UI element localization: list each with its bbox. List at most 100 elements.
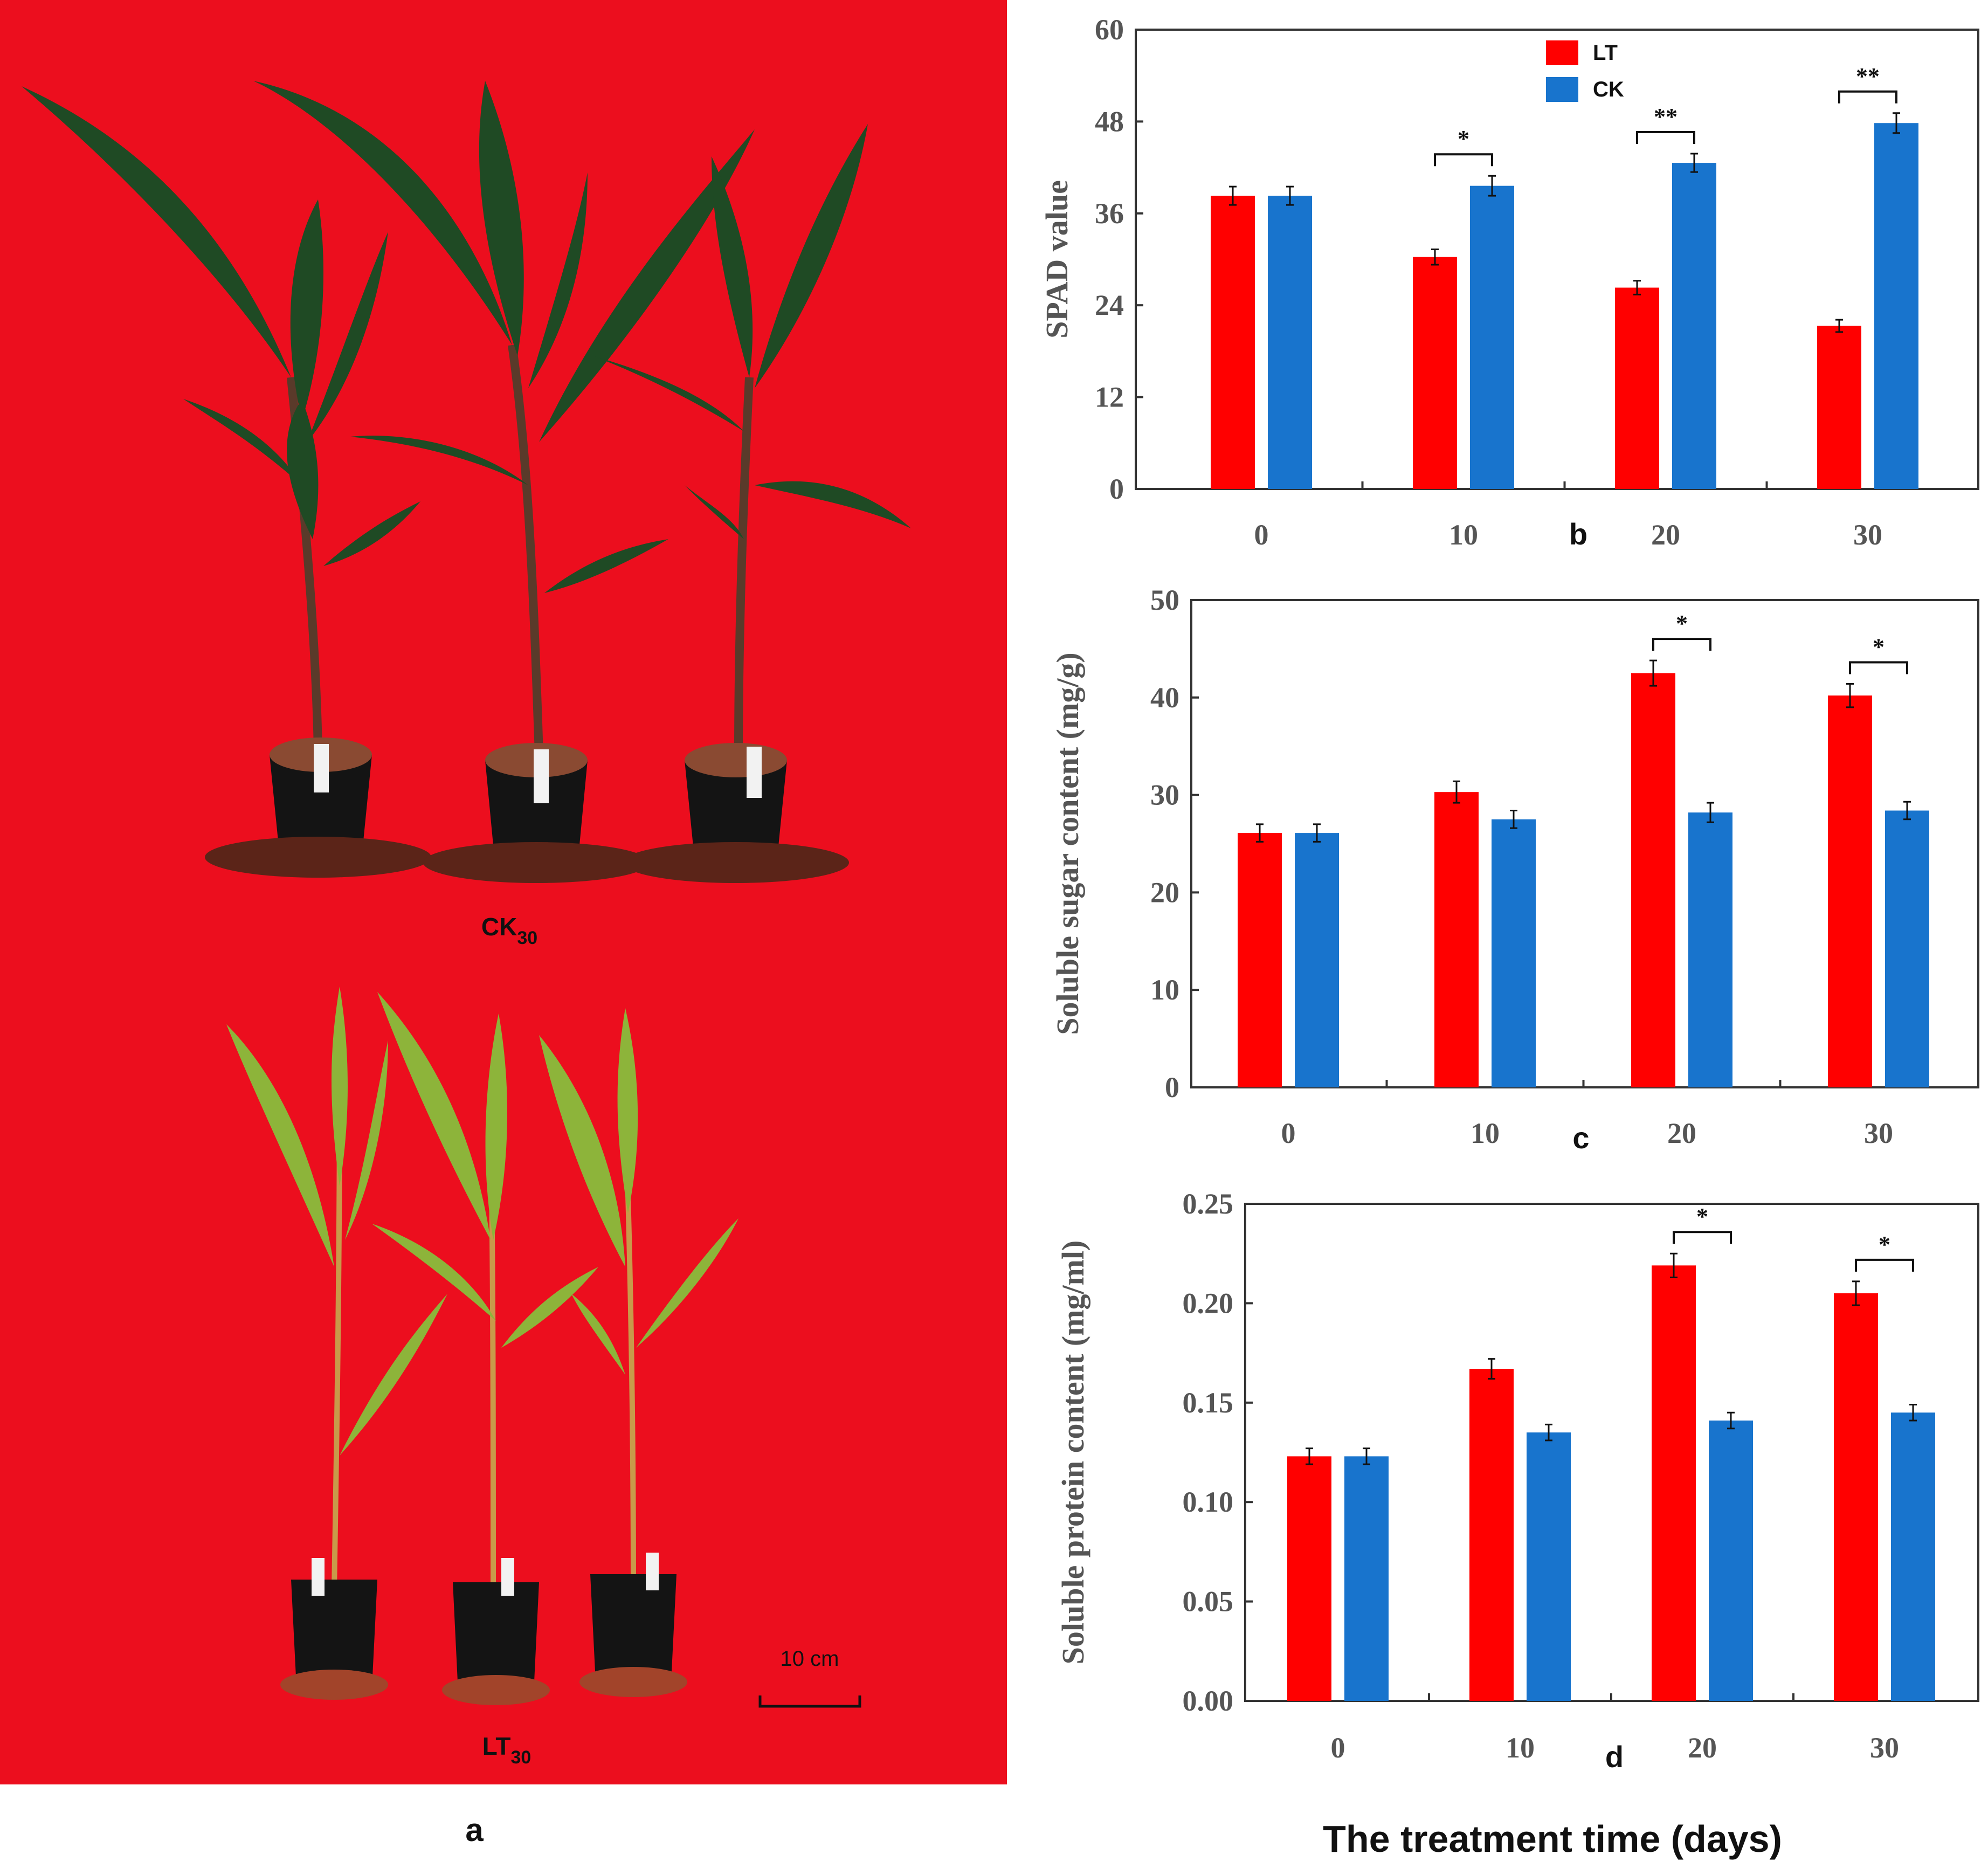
bar-ck-c-0	[1295, 833, 1339, 1087]
y-tick-label-d: 0.25	[1183, 1188, 1234, 1220]
significance-bracket-d-30	[1855, 1258, 1914, 1272]
y-tick-label-c: 0	[1165, 1071, 1179, 1104]
ck30-plants	[22, 81, 911, 883]
bar-lt-c-10	[1434, 792, 1479, 1087]
y-axis-title-b: SPAD value	[1039, 180, 1074, 339]
y-tick-label-c: 20	[1150, 876, 1179, 908]
bar-ck-b-0	[1268, 196, 1312, 489]
panel-a-photo: 10 cm CK30 LT30 a	[0, 0, 1007, 1848]
error-bar-ck-b-0	[1286, 185, 1294, 206]
x-tick-label-b: 30	[1853, 519, 1882, 551]
x-tick-label-b: 10	[1449, 519, 1478, 551]
error-bar-lt-b-20	[1633, 280, 1641, 295]
bar-lt-c-20	[1631, 673, 1675, 1087]
bar-lt-d-0	[1287, 1456, 1331, 1701]
y-tick-label-d: 0.05	[1183, 1586, 1234, 1618]
bar-lt-d-10	[1469, 1369, 1514, 1701]
y-tick-label-d: 0.10	[1183, 1486, 1234, 1518]
significance-label-c-30: *	[1873, 633, 1885, 660]
lt-plant-1	[226, 987, 447, 1700]
y-axis-title-c: Soluble sugar content (mg/g)	[1050, 652, 1085, 1035]
significance-label-d-20: *	[1696, 1203, 1708, 1230]
bar-lt-b-20	[1615, 287, 1659, 489]
shared-x-axis-title: The treatment time (days)	[1323, 1818, 1782, 1860]
significance-bracket-c-30	[1849, 661, 1908, 674]
bar-ck-d-10	[1527, 1432, 1571, 1701]
y-tick-label-d: 0.15	[1183, 1387, 1234, 1419]
significance-bracket-b-20	[1636, 131, 1695, 144]
y-tick-label-b: 0	[1109, 473, 1124, 505]
y-tick-label-d: 0.20	[1183, 1287, 1234, 1319]
y-tick-label-d: 0.00	[1183, 1685, 1234, 1717]
x-tick-label-c: 10	[1471, 1117, 1500, 1149]
error-bar-ck-c-0	[1313, 823, 1321, 843]
legend-label-lt: LT	[1593, 41, 1618, 65]
y-tick-label-c: 30	[1150, 779, 1179, 811]
significance-label-b-10: *	[1458, 126, 1469, 152]
bar-lt-b-0	[1211, 196, 1255, 489]
bar-lt-b-30	[1817, 326, 1861, 489]
bar-ck-c-30	[1885, 810, 1929, 1087]
significance-bracket-b-30	[1838, 90, 1897, 104]
error-bar-ck-d-30	[1909, 1403, 1917, 1422]
scale-bar-label: 10 cm	[781, 1647, 839, 1671]
y-tick-label-b: 24	[1095, 289, 1124, 321]
ck-plant-1	[22, 86, 431, 878]
panel-a-letter: a	[465, 1812, 484, 1848]
x-tick-label-d: 20	[1688, 1732, 1717, 1764]
error-bar-ck-b-30	[1893, 112, 1900, 134]
bar-ck-b-10	[1470, 185, 1514, 489]
significance-label-d-30: *	[1879, 1231, 1890, 1258]
error-bar-lt-d-0	[1306, 1447, 1313, 1465]
plot-frame-c	[1190, 599, 1979, 1088]
x-tick-label-c: 30	[1864, 1117, 1893, 1149]
legend-label-ck: CK	[1593, 78, 1624, 101]
bar-ck-d-30	[1891, 1412, 1935, 1701]
y-tick-label-c: 10	[1150, 974, 1179, 1006]
lt-plant-2	[372, 992, 598, 1705]
significance-label-b-20: **	[1654, 104, 1678, 130]
panel-letter-d: d	[1605, 1740, 1624, 1774]
error-bar-lt-b-10	[1431, 249, 1439, 266]
bar-ck-b-20	[1672, 163, 1716, 490]
y-tick-label-c: 50	[1150, 584, 1179, 616]
x-tick-label-c: 20	[1667, 1117, 1696, 1149]
error-bar-ck-c-20	[1707, 802, 1714, 823]
bar-ck-c-20	[1688, 812, 1732, 1087]
ck-plant-3	[593, 124, 911, 883]
error-bar-lt-b-0	[1229, 185, 1237, 206]
legend-swatch-ck	[1546, 77, 1578, 102]
error-bar-lt-c-0	[1256, 823, 1264, 843]
lt30-label: LT30	[482, 1732, 531, 1768]
error-bar-ck-b-10	[1488, 175, 1496, 197]
y-tick-label-b: 60	[1095, 13, 1124, 46]
x-tick-label-d: 0	[1331, 1732, 1345, 1764]
panel-letter-c: c	[1572, 1121, 1589, 1155]
error-bar-ck-b-20	[1690, 153, 1698, 173]
error-bar-ck-c-30	[1903, 801, 1911, 821]
error-bar-ck-d-20	[1727, 1411, 1735, 1430]
significance-bracket-b-10	[1434, 153, 1493, 167]
x-tick-label-d: 10	[1506, 1732, 1535, 1764]
error-bar-ck-d-10	[1545, 1423, 1552, 1442]
ck-plant-2	[253, 81, 755, 883]
x-tick-label-c: 0	[1281, 1117, 1296, 1149]
plot-frame-b	[1135, 29, 1979, 490]
bar-lt-c-30	[1828, 695, 1872, 1087]
significance-bracket-c-20	[1652, 638, 1711, 651]
bar-lt-d-30	[1834, 1293, 1878, 1701]
y-axis-title-d: Soluble protein content (mg/ml)	[1055, 1240, 1090, 1665]
ck30-label: CK30	[481, 913, 537, 948]
y-tick-label-b: 36	[1095, 197, 1124, 230]
x-tick-label-b: 20	[1651, 519, 1680, 551]
bar-ck-b-30	[1874, 123, 1918, 490]
lt30-plants	[226, 987, 738, 1705]
error-bar-lt-d-20	[1670, 1252, 1678, 1278]
significance-label-b-30: **	[1856, 63, 1880, 89]
panel-letter-b: b	[1569, 517, 1587, 551]
error-bar-lt-c-20	[1649, 659, 1657, 687]
bar-lt-b-10	[1413, 257, 1457, 489]
scale-bar	[758, 1695, 861, 1708]
